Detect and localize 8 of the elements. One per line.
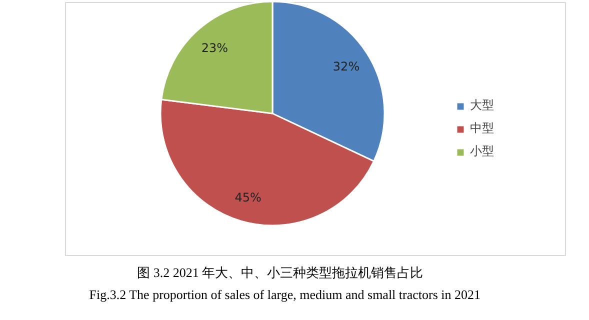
text: 图 3.2 2021 年大、中、小三种类型拖拉机销售占比 (137, 265, 424, 280)
legend-label: 小型 (470, 143, 494, 160)
data-label: 45% (234, 190, 262, 204)
data-label: 23% (201, 40, 228, 55)
legend-label: 大型 (470, 97, 494, 114)
legend-label: 中型 (470, 120, 494, 137)
data-label: 32% (332, 60, 360, 74)
text: Fig.3.2 The proportion of sales of large, medium and small tractors in 2021 (89, 287, 481, 302)
